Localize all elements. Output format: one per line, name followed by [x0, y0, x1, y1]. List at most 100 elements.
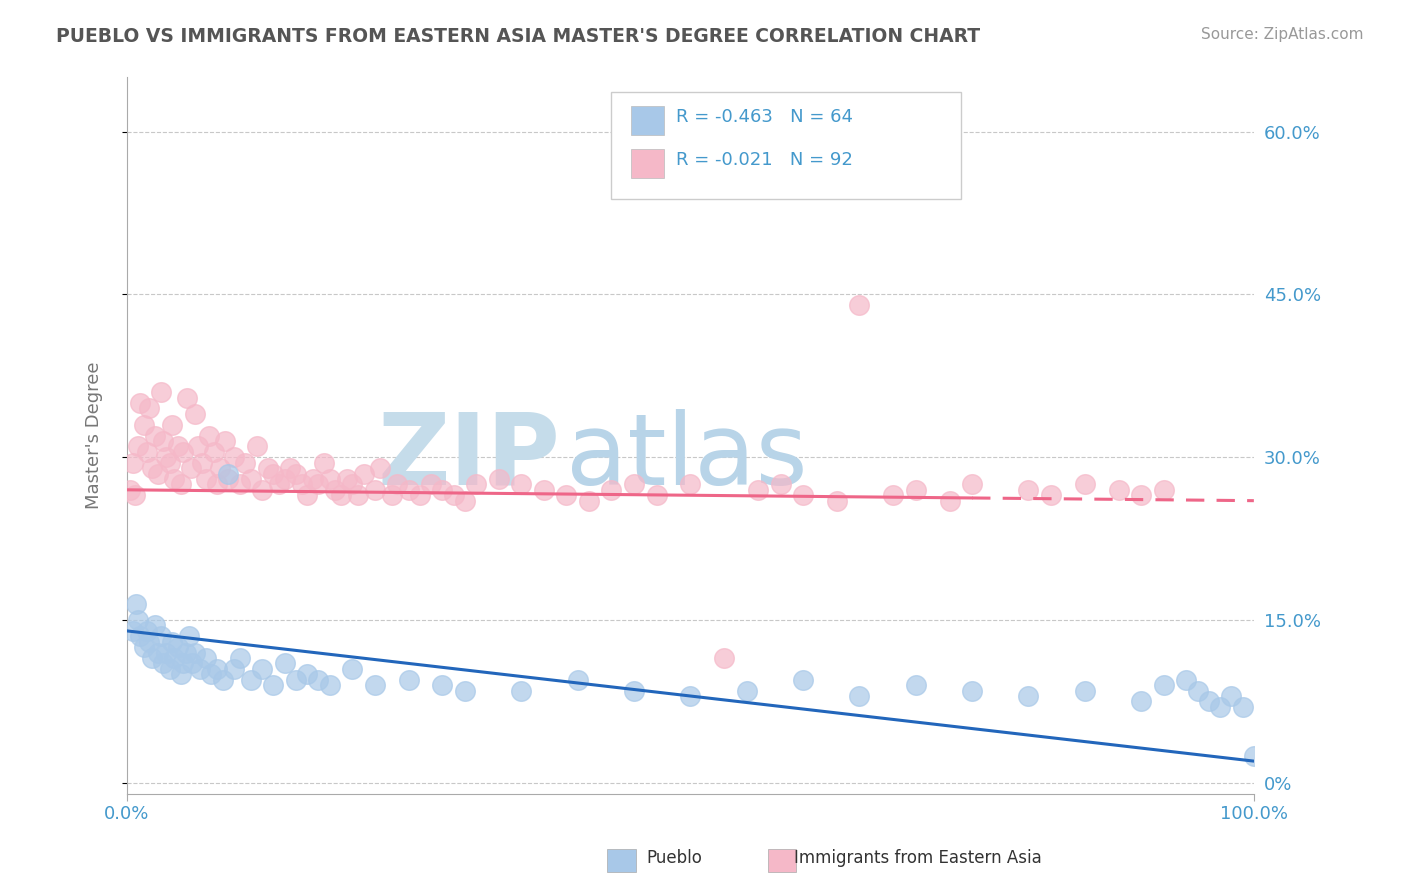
Point — [132, 640, 155, 655]
Point — [769, 477, 792, 491]
Point — [176, 391, 198, 405]
Point — [679, 477, 702, 491]
Point — [228, 651, 250, 665]
Point — [960, 477, 983, 491]
Point — [250, 662, 273, 676]
Point — [166, 439, 188, 453]
Point — [1130, 488, 1153, 502]
Point — [713, 651, 735, 665]
Point — [319, 472, 342, 486]
Point — [330, 488, 353, 502]
Point — [387, 477, 409, 491]
Point — [121, 624, 143, 638]
Point — [155, 450, 177, 465]
Point — [187, 439, 209, 453]
Point — [194, 651, 217, 665]
Point — [1175, 673, 1198, 687]
Point — [1017, 689, 1039, 703]
Point — [141, 461, 163, 475]
Point — [960, 683, 983, 698]
Point — [273, 472, 295, 486]
Point — [205, 477, 228, 491]
Point — [160, 634, 183, 648]
Point — [747, 483, 769, 497]
Point — [166, 640, 188, 655]
Point — [141, 651, 163, 665]
Point — [1232, 699, 1254, 714]
Point — [370, 461, 392, 475]
Point — [278, 461, 301, 475]
Point — [578, 493, 600, 508]
Point — [127, 439, 149, 453]
Point — [454, 493, 477, 508]
Point — [297, 667, 319, 681]
Point — [159, 456, 181, 470]
Point — [138, 634, 160, 648]
Point — [136, 445, 159, 459]
Point — [125, 597, 148, 611]
Point — [138, 401, 160, 416]
Point — [1108, 483, 1130, 497]
Point — [214, 434, 236, 448]
Point — [1153, 678, 1175, 692]
Point — [792, 488, 814, 502]
Point — [143, 618, 166, 632]
Point — [120, 483, 142, 497]
Point — [217, 472, 239, 486]
Point — [510, 683, 533, 698]
Point — [347, 488, 370, 502]
Point — [262, 678, 284, 692]
Point — [308, 673, 330, 687]
Point — [319, 678, 342, 692]
Point — [1153, 483, 1175, 497]
Point — [533, 483, 555, 497]
Point — [172, 657, 194, 671]
Point — [148, 467, 170, 481]
Point — [245, 439, 267, 453]
Point — [1187, 683, 1209, 698]
Point — [136, 624, 159, 638]
Point — [228, 477, 250, 491]
Point — [364, 483, 387, 497]
Point — [233, 456, 256, 470]
Point — [149, 629, 172, 643]
Point — [792, 673, 814, 687]
Point — [297, 488, 319, 502]
Point — [1243, 748, 1265, 763]
Point — [679, 689, 702, 703]
Point — [308, 477, 330, 491]
Text: PUEBLO VS IMMIGRANTS FROM EASTERN ASIA MASTER'S DEGREE CORRELATION CHART: PUEBLO VS IMMIGRANTS FROM EASTERN ASIA M… — [56, 27, 980, 45]
Point — [623, 477, 645, 491]
Point — [132, 417, 155, 432]
Point — [302, 472, 325, 486]
Point — [170, 477, 193, 491]
Point — [124, 488, 146, 502]
Point — [205, 662, 228, 676]
Point — [159, 662, 181, 676]
Point — [398, 673, 420, 687]
Point — [1198, 694, 1220, 708]
Point — [336, 472, 359, 486]
Point — [284, 673, 307, 687]
Point — [510, 477, 533, 491]
Point — [198, 428, 221, 442]
Point — [172, 445, 194, 459]
Point — [409, 488, 432, 502]
Point — [209, 461, 232, 475]
Point — [735, 683, 758, 698]
Point — [1220, 689, 1243, 703]
Point — [1074, 477, 1097, 491]
Point — [177, 629, 200, 643]
Bar — [607, 849, 636, 872]
Point — [121, 456, 143, 470]
Point — [211, 673, 233, 687]
Point — [825, 493, 848, 508]
Point — [432, 483, 454, 497]
Point — [623, 683, 645, 698]
Point — [129, 396, 152, 410]
Point — [1074, 683, 1097, 698]
Point — [882, 488, 904, 502]
Point — [488, 472, 510, 486]
Text: ZIP: ZIP — [378, 409, 561, 506]
Point — [180, 461, 202, 475]
